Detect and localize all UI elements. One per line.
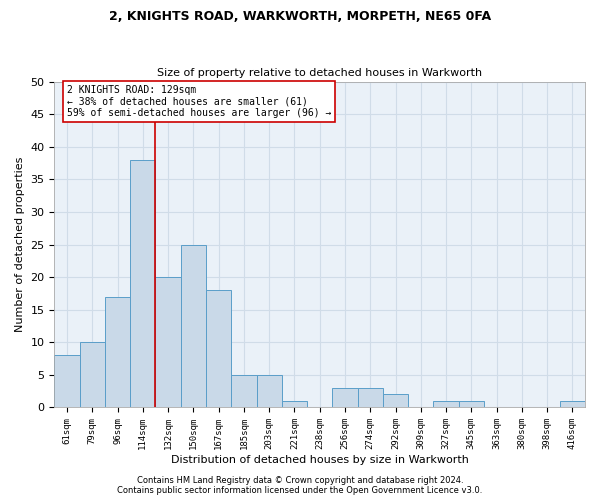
Bar [130, 160, 155, 408]
Bar [282, 401, 307, 407]
Bar [358, 388, 383, 407]
Bar [231, 375, 257, 408]
Bar [181, 244, 206, 408]
Text: 2 KNIGHTS ROAD: 129sqm
← 38% of detached houses are smaller (61)
59% of semi-det: 2 KNIGHTS ROAD: 129sqm ← 38% of detached… [67, 85, 331, 118]
Y-axis label: Number of detached properties: Number of detached properties [15, 157, 25, 332]
Bar [560, 401, 585, 407]
Text: 2, KNIGHTS ROAD, WARKWORTH, MORPETH, NE65 0FA: 2, KNIGHTS ROAD, WARKWORTH, MORPETH, NE6… [109, 10, 491, 23]
Bar [80, 342, 105, 407]
Bar [383, 394, 408, 407]
Bar [433, 401, 458, 407]
Bar [458, 401, 484, 407]
Bar [206, 290, 231, 408]
Title: Size of property relative to detached houses in Warkworth: Size of property relative to detached ho… [157, 68, 482, 78]
Bar [155, 277, 181, 407]
Bar [332, 388, 358, 407]
Bar [257, 375, 282, 408]
Text: Contains HM Land Registry data © Crown copyright and database right 2024.
Contai: Contains HM Land Registry data © Crown c… [118, 476, 482, 495]
Bar [105, 296, 130, 408]
Bar [55, 356, 80, 408]
X-axis label: Distribution of detached houses by size in Warkworth: Distribution of detached houses by size … [171, 455, 469, 465]
